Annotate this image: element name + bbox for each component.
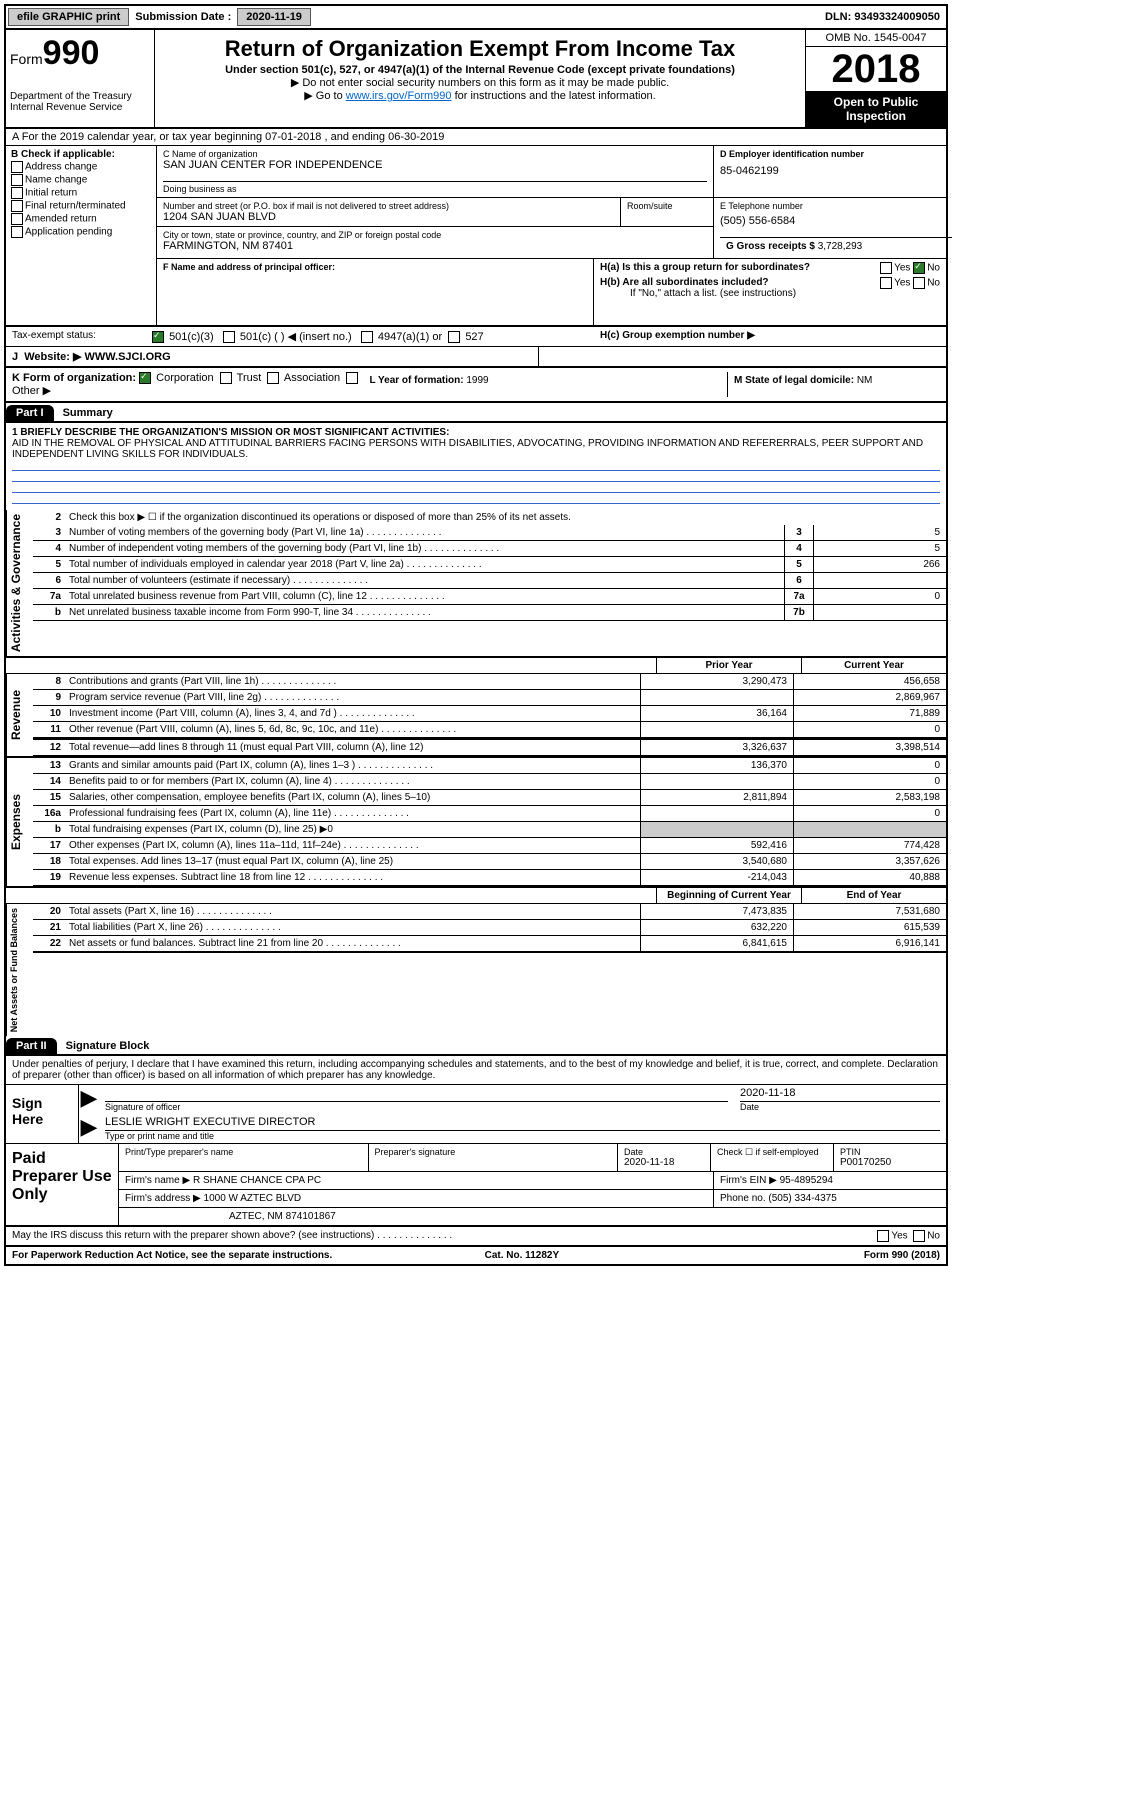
activities-section: Activities & Governance 2 Check this box…: [6, 510, 946, 656]
phone: (505) 556-6584: [720, 215, 940, 227]
e-label: E Telephone number: [720, 201, 940, 211]
org-name: SAN JUAN CENTER FOR INDEPENDENCE: [163, 159, 707, 171]
note-link: ▶ Go to www.irs.gov/Form990 for instruct…: [163, 89, 797, 102]
expenses-section: Expenses 13Grants and similar amounts pa…: [6, 756, 946, 886]
form-title: Return of Organization Exempt From Incom…: [163, 36, 797, 62]
column-b-checks: B Check if applicable: Address change Na…: [6, 146, 157, 325]
h-section: H(a) Is this a group return for subordin…: [594, 259, 946, 325]
dln: DLN: 93493324009050: [825, 11, 946, 23]
city: FARMINGTON, NM 87401: [163, 240, 707, 252]
net-assets-section: Net Assets or Fund Balances 20Total asse…: [6, 904, 946, 1036]
revenue-section: Revenue 8Contributions and grants (Part …: [6, 674, 946, 756]
tax-year: 2018: [806, 47, 946, 91]
tax-exempt-status-row: Tax-exempt status: 501(c)(3) 501(c) ( ) …: [6, 326, 946, 347]
room-label: Room/suite: [627, 201, 707, 211]
line-a: A For the 2019 calendar year, or tax yea…: [6, 129, 946, 146]
form-header: Form990 Department of the Treasury Inter…: [6, 30, 946, 129]
row-k-l-m: K Form of organization: Corporation Trus…: [6, 368, 946, 403]
note-ssn: ▶ Do not enter social security numbers o…: [163, 76, 797, 89]
city-label: City or town, state or province, country…: [163, 230, 707, 240]
ein: 85-0462199: [720, 165, 940, 177]
street: 1204 SAN JUAN BLVD: [163, 211, 614, 223]
paid-preparer-block: Paid Preparer Use Only Print/Type prepar…: [6, 1144, 946, 1227]
part2-header: Part II: [6, 1038, 57, 1054]
dba-label: Doing business as: [163, 184, 707, 194]
declaration: Under penalties of perjury, I declare th…: [6, 1056, 946, 1085]
form-id-box: Form990 Department of the Treasury Inter…: [6, 30, 155, 127]
open-to-public: Open to Public Inspection: [806, 91, 946, 127]
dept-treasury: Department of the Treasury Internal Reve…: [10, 91, 150, 113]
f-label: F Name and address of principal officer:: [163, 262, 587, 272]
header-block: B Check if applicable: Address change Na…: [6, 146, 946, 326]
side-expenses: Expenses: [6, 758, 33, 886]
sign-here-block: Sign Here ▶ Signature of officer 2020-11…: [6, 1085, 946, 1144]
form-title-box: Return of Organization Exempt From Incom…: [155, 30, 805, 127]
submission-date: 2020-11-19: [237, 8, 311, 26]
d-label: D Employer identification number: [720, 149, 940, 159]
net-col-header: Beginning of Current Year End of Year: [6, 886, 946, 904]
officer-name: LESLIE WRIGHT EXECUTIVE DIRECTOR: [105, 1116, 940, 1131]
discuss-row: May the IRS discuss this return with the…: [6, 1227, 946, 1247]
column-cdefgh: C Name of organization SAN JUAN CENTER F…: [157, 146, 946, 325]
part1-bar: Part I Summary: [6, 403, 946, 423]
irs-link[interactable]: www.irs.gov/Form990: [346, 90, 452, 102]
part2-bar: Part II Signature Block: [6, 1036, 946, 1056]
side-activities: Activities & Governance: [6, 510, 33, 656]
website: WWW.SJCI.ORG: [84, 351, 170, 363]
efile-print-button[interactable]: efile GRAPHIC print: [8, 8, 129, 26]
part1-header: Part I: [6, 405, 54, 421]
submission-label: Submission Date :: [131, 11, 235, 23]
form-subtitle: Under section 501(c), 527, or 4947(a)(1)…: [163, 64, 797, 76]
mission-block: 1 Briefly describe the organization's mi…: [6, 423, 946, 460]
side-net: Net Assets or Fund Balances: [6, 904, 33, 1036]
website-row: J Website: ▶ WWW.SJCI.ORG: [6, 347, 946, 368]
year-box: OMB No. 1545-0047 2018 Open to Public In…: [805, 30, 946, 127]
top-bar: efile GRAPHIC print Submission Date : 20…: [6, 6, 946, 30]
g-gross: G Gross receipts $ 3,728,293: [720, 237, 952, 255]
c-label: C Name of organization: [163, 149, 707, 159]
footer: For Paperwork Reduction Act Notice, see …: [6, 1247, 946, 1264]
form-990-page: efile GRAPHIC print Submission Date : 20…: [4, 4, 948, 1266]
side-revenue: Revenue: [6, 674, 33, 756]
omb-number: OMB No. 1545-0047: [806, 30, 946, 47]
addr-label: Number and street (or P.O. box if mail i…: [163, 201, 614, 211]
mission-text: AID IN THE REMOVAL OF PHYSICAL AND ATTIT…: [12, 438, 923, 460]
rev-col-header: Prior Year Current Year: [6, 656, 946, 674]
